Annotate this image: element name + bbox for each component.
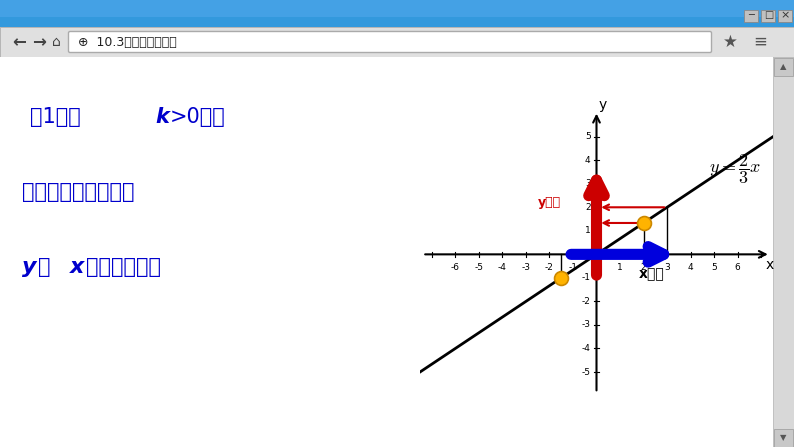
- Bar: [761, 10, 775, 22]
- Bar: [0, 0, 794, 17]
- Text: -5: -5: [582, 367, 591, 376]
- Text: -2: -2: [545, 262, 554, 272]
- Text: ⌂: ⌂: [52, 35, 61, 49]
- Text: ▼: ▼: [780, 434, 786, 443]
- Text: -5: -5: [474, 262, 484, 272]
- Text: 2: 2: [585, 203, 591, 212]
- Text: （1）当: （1）当: [30, 107, 81, 127]
- Text: 2: 2: [641, 262, 646, 272]
- Text: y: y: [22, 257, 37, 277]
- Text: 3: 3: [665, 262, 670, 272]
- Text: 4: 4: [688, 262, 693, 272]
- Text: -2: -2: [582, 297, 591, 306]
- Text: $y=\dfrac{2}{3}x$: $y=\dfrac{2}{3}x$: [710, 153, 761, 186]
- Text: k: k: [155, 107, 169, 127]
- Text: →: →: [32, 33, 46, 51]
- Text: 6: 6: [734, 262, 741, 272]
- Bar: [0, 27, 794, 57]
- Text: ─: ─: [748, 10, 754, 20]
- Text: >0时，: >0时，: [170, 107, 225, 127]
- Text: ←: ←: [12, 33, 26, 51]
- Bar: [582, 250, 587, 258]
- Text: 4: 4: [585, 156, 591, 165]
- Text: ▲: ▲: [780, 63, 786, 72]
- Bar: [568, 250, 573, 258]
- Text: 5: 5: [585, 132, 591, 141]
- Text: -1: -1: [569, 262, 577, 272]
- Bar: [773, 57, 794, 447]
- Text: -3: -3: [582, 320, 591, 329]
- Bar: [744, 10, 758, 22]
- Text: x增大: x增大: [639, 267, 665, 281]
- Text: x: x: [765, 258, 773, 272]
- Text: ×: ×: [780, 10, 789, 20]
- Text: -4: -4: [582, 344, 591, 353]
- Text: -4: -4: [498, 262, 507, 272]
- Bar: [778, 10, 792, 22]
- Text: ⊕  10.3一次函数的性质: ⊕ 10.3一次函数的性质: [78, 35, 177, 49]
- Text: -1: -1: [582, 274, 591, 283]
- Text: 5: 5: [711, 262, 717, 272]
- Text: □: □: [764, 10, 773, 20]
- Text: 的增大而增大: 的增大而增大: [86, 257, 161, 277]
- Bar: [575, 250, 580, 258]
- Text: -3: -3: [522, 262, 530, 272]
- Bar: [774, 429, 793, 447]
- Text: ≡: ≡: [753, 33, 767, 51]
- Text: 3: 3: [585, 179, 591, 188]
- Text: 1: 1: [617, 262, 623, 272]
- Text: x: x: [70, 257, 84, 277]
- Text: 随: 随: [38, 257, 51, 277]
- Text: ★: ★: [723, 33, 738, 51]
- Text: -6: -6: [451, 262, 460, 272]
- Text: 图像过一、三象限，: 图像过一、三象限，: [22, 182, 134, 202]
- Bar: [0, 0, 794, 27]
- Text: y增大: y增大: [538, 196, 561, 209]
- Bar: [774, 58, 793, 76]
- Text: y: y: [598, 98, 607, 112]
- Bar: [0, 57, 773, 447]
- Text: 1: 1: [585, 226, 591, 235]
- FancyBboxPatch shape: [68, 31, 711, 52]
